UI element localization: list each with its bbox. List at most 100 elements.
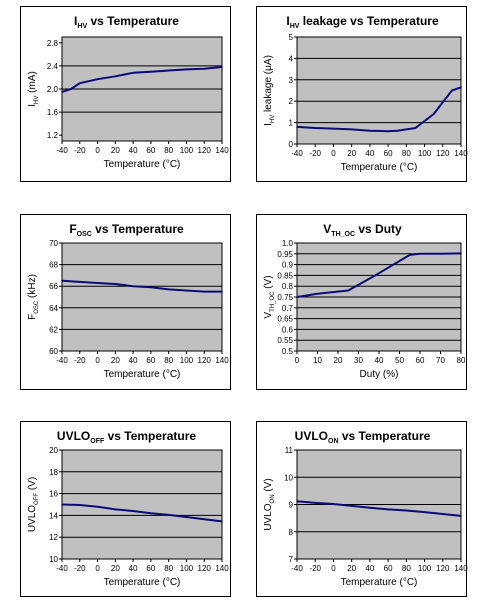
data-point [314, 127, 317, 129]
data-point [221, 520, 223, 523]
x-tick-label: 140 [454, 564, 468, 573]
y-tick-label: 3 [289, 76, 294, 85]
data-point [167, 288, 170, 291]
chart-uvlo-off: UVLOOFF vs Temperature 10 12 14 16 18 20 -40 -20… [27, 429, 229, 588]
data-point [203, 290, 206, 293]
x-tick-label: 80 [402, 564, 411, 573]
x-tick-label: -20 [309, 149, 321, 158]
x-tick-label: 80 [164, 564, 173, 573]
x-tick-label: 140 [215, 564, 229, 573]
y-axis-label: FOSC (kHz) [27, 274, 40, 320]
y-tick-label: 1 [289, 119, 294, 128]
plot-area [296, 36, 462, 145]
y-tick-label: 62 [49, 325, 58, 334]
chart-panel-uvlo-on: UVLOON vs Temperature 7 8 9 10 11 -40 -20 0 20 40 6… [256, 421, 468, 597]
y-tick-label: 0.5 [282, 347, 294, 356]
chart-title: FOSC vs Temperature [69, 222, 184, 238]
x-tick-label: 100 [180, 146, 194, 155]
x-tick-label: 40 [129, 564, 138, 573]
series-line [296, 500, 462, 517]
data-point [132, 510, 134, 512]
data-point [419, 253, 421, 255]
data-point [432, 113, 435, 115]
y-tick-label: 0 [289, 140, 294, 149]
x-tick-label: -20 [309, 564, 321, 573]
data-point [350, 505, 353, 507]
y-tick-label: 12 [49, 533, 58, 542]
x-tick-label: 120 [436, 564, 450, 573]
x-tick-label: 40 [375, 356, 384, 365]
data-point [150, 286, 152, 289]
x-tick-label: 0 [331, 149, 336, 158]
data-point [332, 127, 335, 130]
data-point [221, 66, 223, 68]
data-point [369, 506, 371, 509]
chart-title: IHV leakage vs Temperature [286, 14, 439, 30]
x-tick-label: 0 [95, 564, 100, 573]
x-tick-label: -40 [56, 146, 68, 155]
chart-panel-ihv: IHV vs Temperature 1.2 1.6 2.0 2.4 2.8 -40 -20 0… [20, 6, 231, 182]
data-point [296, 296, 298, 298]
x-tick-label: 40 [365, 149, 374, 158]
y-tick-label: 64 [49, 304, 58, 313]
chart-vthoc: VTH_OC vs Duty 0.5 0.55 0.60.65 0.7 0.75 0.8 0.… [263, 222, 466, 380]
data-point [96, 282, 99, 284]
x-tick-label: 30 [354, 356, 363, 365]
data-point [221, 290, 223, 293]
y-axis-label: IHV (mA) [27, 71, 40, 107]
series-line [296, 252, 462, 298]
y-tick-label: 9 [289, 501, 294, 510]
data-point [296, 500, 298, 503]
data-point [185, 289, 188, 292]
x-tick-label: -40 [56, 564, 68, 573]
y-tick-label: 10 [49, 555, 58, 564]
y-tick-label: 2.8 [47, 39, 59, 48]
data-point [96, 505, 99, 508]
y-tick-label: 4 [289, 54, 294, 63]
data-point [387, 130, 389, 132]
y-axis-label: UVLOON (V) [263, 478, 276, 530]
x-tick-label: 120 [436, 149, 450, 158]
x-tick-label: 20 [334, 356, 343, 365]
chart-ihv-leakage: IHV leakage vs Temperature 0 1 2 3 4 5 -40 -20 0 2… [263, 14, 468, 173]
x-tick-label: 120 [198, 356, 212, 365]
y-tick-label: 0.75 [277, 293, 293, 302]
x-tick-label: 100 [418, 149, 432, 158]
y-tick-label: 2 [289, 97, 294, 106]
data-point [185, 68, 188, 71]
data-point [451, 89, 453, 92]
data-point [114, 75, 117, 78]
y-tick-label: 0.95 [277, 250, 293, 259]
data-point [387, 508, 389, 511]
x-tick-label: 50 [395, 356, 404, 365]
x-tick-label: 70 [436, 356, 445, 365]
x-tick-label: -40 [56, 356, 68, 365]
x-axis-label: Temperature (°C) [341, 577, 418, 588]
x-tick-label: 120 [198, 564, 212, 573]
chart-fosc: FOSC vs Temperature 60 62 64 66 68 70 -40 -20 0 20… [27, 222, 229, 380]
data-point [378, 272, 380, 275]
chart-ihv: IHV vs Temperature 1.2 1.6 2.0 2.4 2.8 -40 -20 0… [27, 14, 229, 170]
y-tick-label: 10 [284, 473, 293, 482]
y-axis-label: VTH_OC (V) [263, 275, 276, 318]
y-tick-label: 0.8 [282, 282, 294, 291]
data-point [460, 515, 462, 517]
data-point [167, 69, 170, 72]
x-tick-label: 10 [313, 356, 322, 365]
x-tick-label: 0 [95, 356, 100, 365]
x-axis-label: Temperature (°C) [341, 162, 418, 173]
y-tick-label: 60 [49, 347, 58, 356]
x-tick-label: 80 [402, 149, 411, 158]
data-point [114, 508, 117, 511]
y-tick-label: 7 [289, 555, 294, 564]
x-tick-label: 40 [129, 146, 138, 155]
chart-title: UVLOON vs Temperature [295, 429, 431, 445]
data-point [408, 254, 411, 256]
chart-title: VTH_OC vs Duty [323, 222, 402, 238]
x-tick-label: 20 [347, 564, 356, 573]
data-point [369, 129, 371, 132]
y-tick-label: 0.6 [282, 325, 294, 334]
data-point [414, 127, 417, 129]
data-point [61, 280, 63, 282]
x-tick-label: 140 [215, 356, 229, 365]
